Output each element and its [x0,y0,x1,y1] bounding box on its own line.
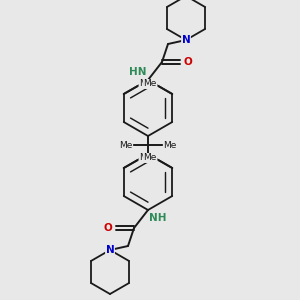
Text: Me: Me [139,154,152,163]
Text: O: O [184,57,192,67]
Text: N: N [106,245,114,255]
Text: HN: HN [129,67,147,77]
Text: Me: Me [163,140,177,149]
Text: N: N [182,35,190,45]
Text: Me: Me [139,80,152,88]
Text: Me: Me [119,140,133,149]
Text: O: O [103,223,112,233]
Text: NH: NH [149,213,167,223]
Text: Me: Me [144,154,157,163]
Text: Me: Me [144,80,157,88]
